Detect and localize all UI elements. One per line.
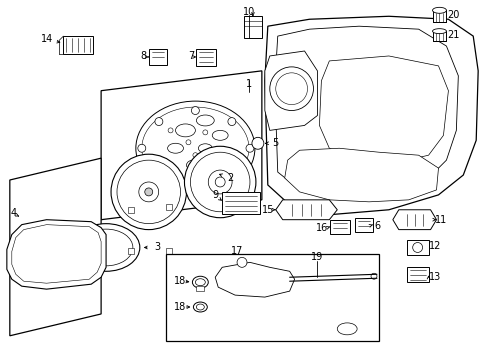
Bar	[128, 248, 134, 255]
Ellipse shape	[193, 302, 207, 312]
Bar	[148, 49, 166, 65]
Ellipse shape	[72, 224, 140, 271]
Circle shape	[203, 130, 207, 135]
Polygon shape	[101, 71, 262, 220]
Polygon shape	[215, 262, 294, 297]
Circle shape	[168, 128, 173, 133]
Circle shape	[208, 170, 232, 194]
Circle shape	[227, 118, 235, 126]
Bar	[222, 192, 259, 214]
Ellipse shape	[208, 156, 222, 165]
Polygon shape	[264, 51, 317, 130]
Ellipse shape	[337, 323, 356, 335]
Text: 15: 15	[261, 205, 273, 215]
Circle shape	[269, 67, 313, 111]
Ellipse shape	[192, 276, 208, 288]
Ellipse shape	[79, 229, 133, 266]
Bar	[196, 49, 216, 66]
Polygon shape	[12, 225, 101, 283]
Ellipse shape	[175, 124, 195, 137]
Text: 12: 12	[428, 242, 441, 252]
Text: 17: 17	[230, 247, 243, 256]
Ellipse shape	[432, 29, 446, 33]
Bar	[165, 248, 171, 255]
Text: 19: 19	[311, 252, 323, 262]
Polygon shape	[7, 220, 106, 289]
Circle shape	[191, 182, 199, 190]
Circle shape	[227, 171, 235, 179]
Ellipse shape	[186, 159, 204, 171]
Text: 20: 20	[446, 10, 459, 20]
Circle shape	[185, 140, 190, 145]
Ellipse shape	[167, 143, 183, 153]
Ellipse shape	[195, 279, 205, 286]
Text: 7: 7	[188, 51, 194, 61]
Circle shape	[275, 73, 307, 105]
Text: 16: 16	[316, 222, 328, 233]
Ellipse shape	[212, 130, 228, 140]
Text: 21: 21	[446, 30, 459, 40]
Text: 6: 6	[373, 221, 379, 231]
Bar	[165, 204, 171, 210]
Text: 13: 13	[428, 272, 441, 282]
Polygon shape	[10, 158, 101, 336]
Circle shape	[139, 182, 158, 202]
Polygon shape	[284, 148, 438, 202]
Bar	[330, 220, 349, 234]
Text: 14: 14	[41, 34, 54, 44]
Text: 8: 8	[141, 51, 146, 61]
Circle shape	[190, 152, 249, 212]
Circle shape	[370, 273, 376, 279]
Polygon shape	[275, 200, 337, 220]
Ellipse shape	[16, 230, 87, 279]
Circle shape	[191, 107, 199, 114]
Polygon shape	[264, 16, 477, 215]
Circle shape	[155, 118, 163, 126]
Bar	[406, 239, 427, 255]
Text: 9: 9	[212, 190, 218, 200]
Bar	[406, 267, 427, 282]
Bar	[432, 10, 446, 22]
Text: 3: 3	[154, 243, 161, 252]
Circle shape	[192, 153, 198, 158]
Circle shape	[237, 257, 246, 267]
Ellipse shape	[198, 144, 212, 153]
Ellipse shape	[136, 101, 254, 195]
Text: 1: 1	[245, 79, 251, 89]
Text: 18: 18	[174, 302, 186, 312]
Circle shape	[144, 188, 152, 196]
Polygon shape	[319, 56, 447, 162]
Polygon shape	[165, 255, 378, 341]
Ellipse shape	[142, 107, 248, 189]
Circle shape	[215, 177, 224, 187]
Bar	[432, 31, 446, 41]
Text: 4: 4	[11, 208, 17, 218]
Bar	[128, 207, 134, 213]
Circle shape	[245, 144, 253, 152]
Polygon shape	[392, 210, 436, 230]
Bar	[354, 218, 372, 231]
Ellipse shape	[22, 235, 80, 273]
Circle shape	[117, 160, 180, 224]
Ellipse shape	[196, 304, 204, 310]
Circle shape	[155, 171, 163, 179]
Polygon shape	[274, 26, 457, 196]
Text: 10: 10	[243, 7, 255, 17]
Bar	[63, 36, 93, 54]
Circle shape	[138, 144, 145, 152]
Text: 2: 2	[226, 173, 233, 183]
Bar	[196, 286, 204, 291]
Circle shape	[412, 243, 422, 252]
Circle shape	[251, 137, 264, 149]
Circle shape	[184, 146, 255, 218]
Bar	[244, 16, 262, 38]
Text: 5: 5	[272, 138, 278, 148]
Text: 18: 18	[174, 276, 186, 286]
Text: 11: 11	[434, 215, 447, 225]
Ellipse shape	[432, 7, 446, 13]
Circle shape	[111, 154, 186, 230]
Ellipse shape	[196, 115, 214, 126]
